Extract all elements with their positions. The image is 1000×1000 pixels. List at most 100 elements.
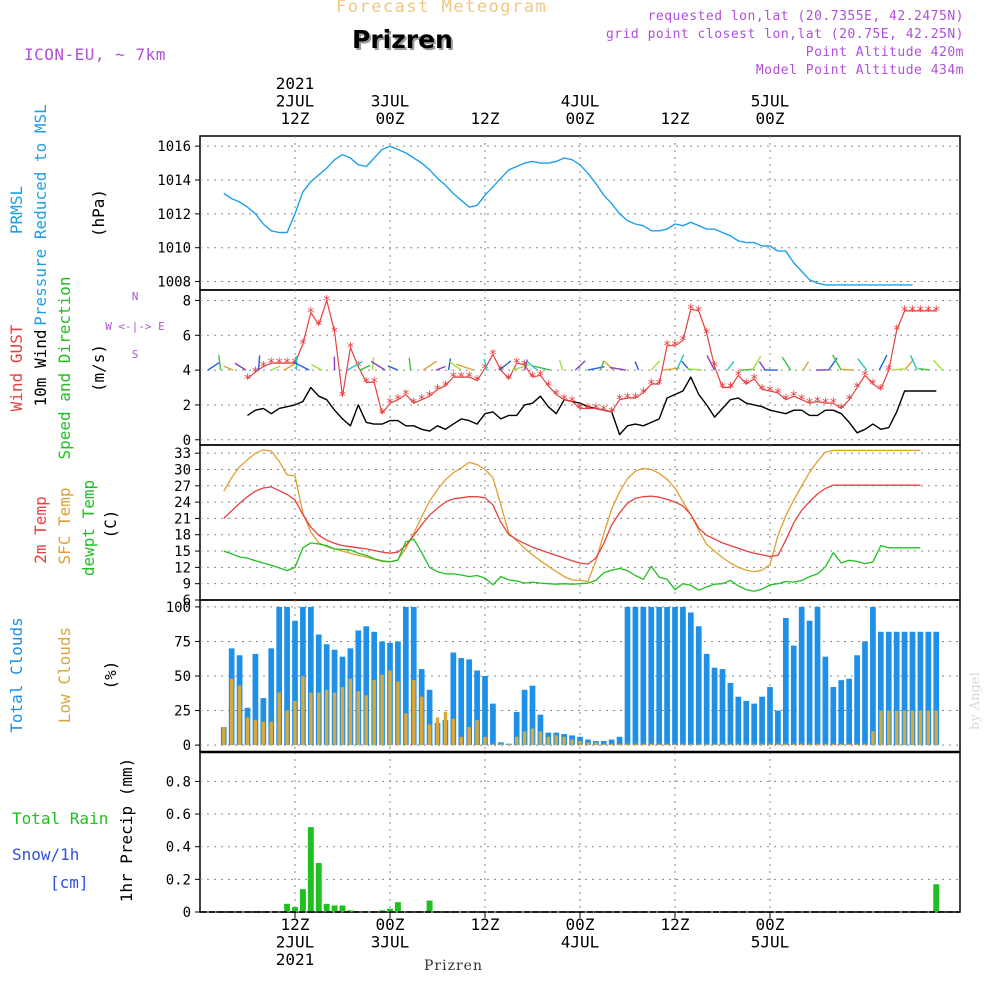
time-label-bottom: 12Z [281, 915, 310, 934]
snow-unit-label: [cm] [50, 873, 89, 892]
total-cloud-bar [727, 682, 734, 746]
gust-marker: * [449, 370, 457, 386]
time-label-bottom: 2JUL [276, 933, 315, 952]
gust-marker: * [568, 394, 576, 410]
total-cloud-bar [624, 606, 631, 746]
low-cloud-bar [665, 743, 669, 746]
location-title: Prizren [352, 25, 453, 54]
low-cloud-bar [776, 743, 780, 746]
wind-direction-arrow [370, 360, 386, 371]
low-cloud-bar [736, 743, 741, 746]
wind-direction-arrow [609, 366, 627, 371]
gust-marker: * [560, 393, 568, 409]
t2m-label: 2m Temp [31, 496, 50, 563]
low-cloud-bar [404, 713, 408, 746]
total-cloud-bar [870, 606, 876, 746]
low-cloud-bar [364, 695, 368, 746]
total-cloud-bar [458, 658, 465, 746]
wind-direction-arrow [207, 361, 220, 371]
precip-axis-label: 1hr Precip (mm) [117, 758, 136, 903]
low-cloud-bar [491, 743, 495, 746]
wind-speed-line [247, 376, 937, 436]
gust-marker: * [552, 387, 560, 403]
gust-marker: * [718, 381, 726, 397]
low-cloud-bar [443, 711, 448, 746]
y-tick-label: 0 [183, 738, 191, 754]
low-cloud-bar [649, 743, 653, 746]
y-tick-label: 0.6 [166, 807, 191, 823]
low-cloud-bar [594, 742, 598, 746]
gust-marker: * [734, 368, 742, 384]
gust-marker: * [821, 396, 829, 412]
wind-direction-arrow [603, 360, 614, 371]
gust-marker: * [615, 393, 623, 409]
low-cloud-bar [704, 743, 709, 746]
gust-marker: * [544, 379, 552, 395]
low-cloud-bar [887, 710, 891, 746]
wind-direction-arrow [599, 360, 605, 371]
y-tick-label: 25 [174, 704, 191, 720]
y-tick-label: 100 [166, 600, 191, 616]
gust-marker: * [322, 293, 330, 309]
gust-marker: * [505, 372, 513, 388]
compass-n: N [132, 290, 139, 303]
wind-direction-arrow [270, 365, 281, 371]
wind-dir-label: Speed and Direction [55, 276, 74, 459]
gust-marker: * [512, 356, 520, 372]
rain-bar [315, 863, 322, 912]
low-cloud-bar [847, 743, 851, 746]
low-cloud-bar [578, 740, 582, 746]
gust-marker: * [330, 325, 338, 341]
low-cloud-bar [435, 717, 440, 746]
total-cloud-bar [513, 711, 520, 746]
y-tick-label: 21 [174, 511, 191, 527]
wind-direction-arrow [634, 361, 640, 371]
low-cloud-bar [514, 736, 519, 746]
total-cloud-bar [687, 612, 694, 746]
low-cloud-bar [530, 728, 535, 746]
wind-direction-arrow [448, 360, 462, 371]
gust-name-label: Wind GUST [7, 324, 26, 411]
low-cloud-bar [720, 743, 725, 746]
gust-marker: * [584, 401, 592, 417]
y-tick-label: 9 [183, 577, 191, 593]
y-tick-label: 50 [174, 669, 191, 685]
total-cloud-bar [885, 631, 892, 746]
temp-unit-label: (C) [101, 510, 120, 539]
low-cloud-bar [562, 736, 566, 746]
total-cloud-bar [482, 676, 488, 746]
total-cloud-bar [854, 655, 860, 746]
wind-direction-arrow [558, 360, 564, 371]
low-cloud-bar [641, 743, 646, 746]
total-cloud-bar [703, 653, 710, 746]
y-tick-label: 18 [174, 528, 191, 544]
y-tick-label: 0 [183, 905, 191, 921]
wind-direction-arrow [726, 360, 735, 371]
low-cloud-bar [253, 720, 258, 746]
wind-direction-arrow [758, 361, 766, 371]
low-cloud-bar [348, 678, 353, 746]
gust-marker: * [790, 389, 798, 405]
gust-marker: * [797, 393, 805, 409]
total-cloud-bar [925, 631, 932, 746]
total-cloud-bar [933, 631, 940, 746]
wind-direction-arrow [918, 367, 931, 371]
y-tick-label: 0.8 [166, 774, 191, 790]
total-cloud-bar [814, 606, 821, 746]
low-cloud-bar [910, 710, 915, 746]
y-tick-label: 30 [174, 462, 191, 478]
time-label-top: 2021 [276, 74, 315, 93]
time-label-top: 12Z [661, 109, 690, 128]
wind-direction-arrow [526, 360, 538, 371]
total-cloud-bar [252, 653, 259, 746]
wind-direction-arrow [891, 368, 905, 371]
gust-marker: * [900, 304, 908, 320]
gust-marker: * [869, 377, 877, 393]
time-label-top: 2JUL [276, 92, 315, 111]
total-cloud-bar [846, 678, 853, 746]
total-cloud-bar [838, 680, 845, 746]
gust-marker: * [402, 387, 410, 403]
wind-unit-label: (m/s) [89, 344, 108, 392]
pressure-name-label: PRMSL [7, 186, 26, 234]
total-cloud-bar [901, 631, 908, 746]
